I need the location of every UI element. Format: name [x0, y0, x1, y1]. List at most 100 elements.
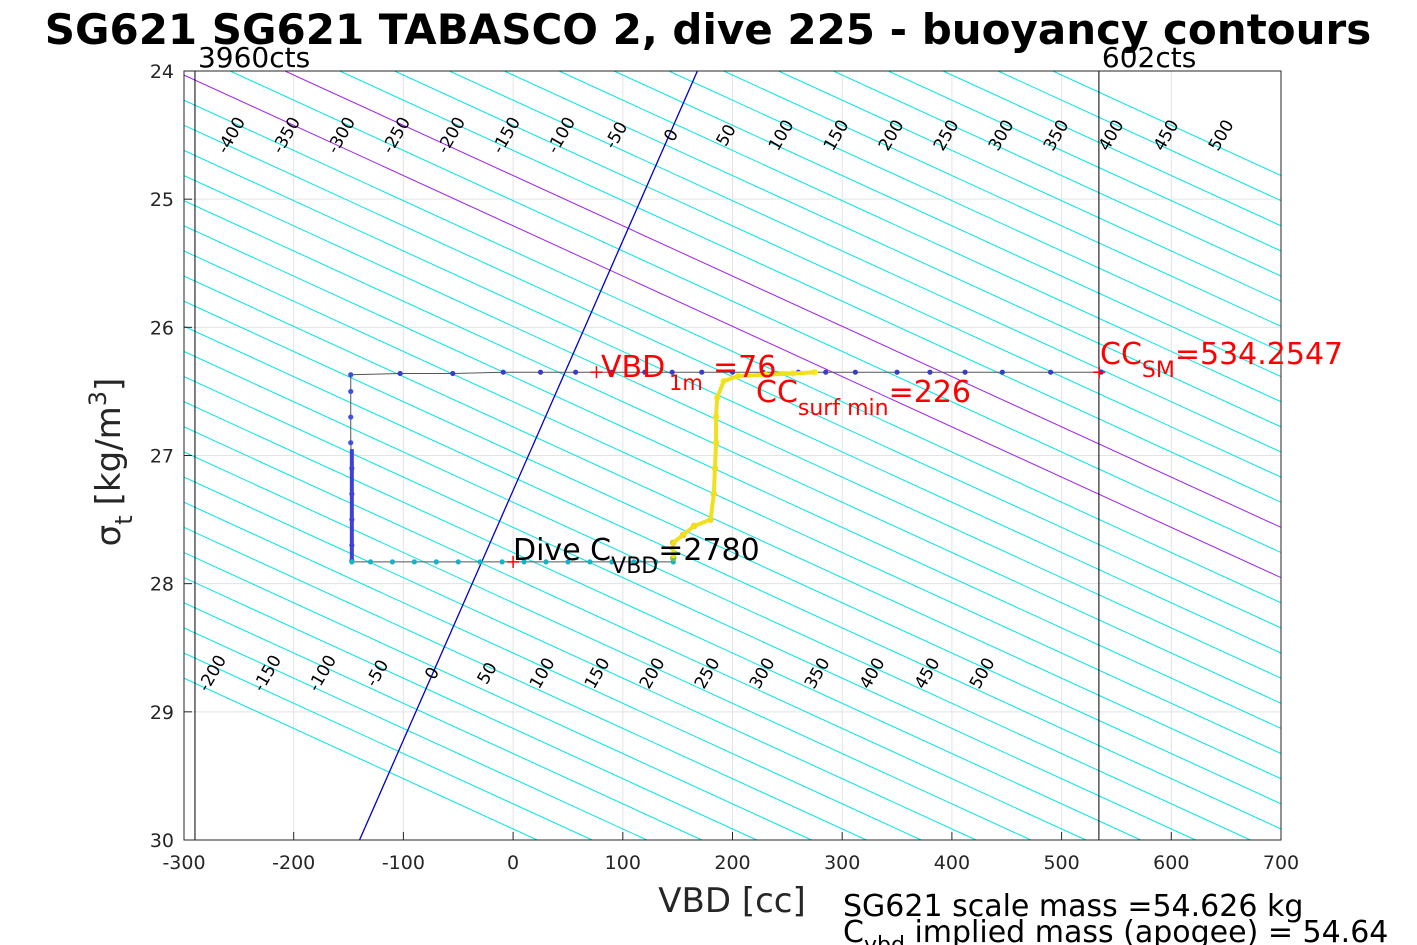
y-tick-label: 30 [150, 830, 174, 852]
dive-point-descent [999, 369, 1005, 375]
contour-label-lower: -200 [194, 652, 231, 695]
contour-line [184, 602, 702, 840]
y-label-units: [kg/m [89, 406, 129, 505]
contour-line [184, 74, 1281, 579]
contour-label-lower: -100 [304, 652, 341, 695]
contour-line [184, 250, 1281, 755]
ccsm-value: =534.2547 [1175, 337, 1343, 372]
dive-point-descent [348, 440, 354, 446]
contour-label-upper: 150 [820, 116, 854, 154]
y-tick-label: 25 [150, 189, 174, 211]
dive-point-bottom [587, 559, 593, 565]
dive-point-bottom [455, 559, 461, 565]
contour-label-upper: 250 [930, 116, 964, 154]
y-tick-label: 26 [150, 317, 174, 339]
ccsm-sub: SM [1142, 358, 1175, 383]
contour-line [184, 325, 1281, 830]
x-tick-label: 600 [1153, 852, 1189, 874]
dive-point-descent [962, 369, 968, 375]
dive-point-descent [927, 369, 933, 375]
contour-label-upper: 450 [1150, 116, 1184, 154]
contour-label-upper: 500 [1205, 116, 1239, 154]
dive-point-descent [1048, 369, 1054, 375]
y-tick-label: 24 [150, 61, 174, 83]
contour-line [504, 71, 1281, 428]
ccsurf-sub: surf min [798, 396, 889, 421]
dive-point-bottom [543, 559, 549, 565]
y-label-sup: 3 [84, 391, 112, 406]
y-tick-label: 29 [150, 702, 174, 724]
dive-point-bottom [411, 559, 417, 565]
divec-main: Dive C [513, 533, 611, 568]
vbd1m-main: VBD [601, 350, 665, 385]
axis-ticks: -300 -200 -100 0 100 200 300 400 500 600 700 24 25 26… [150, 61, 1299, 874]
contour-label-upper: -350 [268, 114, 305, 157]
x-axis-label: VBD [cc] [658, 881, 806, 921]
ccsurf-annotation: CCsurf min=226 [756, 375, 971, 421]
contour-label-upper: -400 [213, 114, 250, 157]
x-tick-label: -100 [382, 852, 425, 874]
contour-line [668, 71, 1281, 353]
vbd1m-annotation: VBD 1m =76 [601, 350, 776, 395]
divec-annotation: Dive CVBD=2780 [513, 533, 760, 579]
contour-label-upper: 50 [713, 121, 741, 150]
vbd1m-value: =76 [713, 350, 776, 385]
dive-point-descent [729, 369, 736, 375]
contour-label-lower: 50 [474, 659, 502, 688]
contour-line [184, 350, 1251, 840]
contour-line [558, 71, 1281, 403]
vbd-limit-lines: 3960cts 602cts [194, 41, 1196, 840]
contour-line [339, 71, 1281, 503]
contour-line [184, 677, 538, 840]
x-tick-label: 400 [934, 852, 970, 874]
implied-main: C [843, 915, 864, 945]
dive-point-descent [450, 370, 456, 377]
implied-rest: implied mass (apogee) = 54.64 [905, 915, 1389, 945]
dive-point-bottom [477, 559, 483, 565]
dive-point-descent [573, 369, 579, 375]
y-tick-label: 27 [150, 446, 174, 468]
contour-line [184, 149, 1281, 654]
contour-label-upper: -150 [488, 114, 525, 157]
x-tick-label: -300 [162, 852, 205, 874]
contour-line [997, 71, 1281, 202]
contour-line [184, 174, 1281, 679]
x-tick-label: 200 [714, 852, 750, 874]
x-tick-label: 500 [1043, 852, 1079, 874]
contour-label-upper: -250 [378, 114, 415, 157]
x-tick-label: 700 [1263, 852, 1299, 874]
contour-line [184, 376, 1196, 840]
dive-trace [348, 368, 1104, 565]
dive-point-bottom [631, 559, 637, 565]
contour-line [449, 71, 1281, 453]
contour-label-upper: -300 [323, 114, 360, 157]
x-tick-label: 0 [507, 852, 519, 874]
contour-line [833, 71, 1281, 277]
ccsurf-value: =226 [889, 375, 971, 410]
vbd-limit-label: 3960cts [198, 41, 310, 74]
contour-line [723, 71, 1281, 327]
dive-point-bottom [389, 559, 396, 565]
dive-ascent-band [671, 370, 815, 559]
contour-label-upper: 400 [1095, 116, 1129, 154]
contour-line [184, 300, 1281, 805]
contour-line [184, 476, 977, 840]
contour-label-upper: 300 [985, 116, 1019, 154]
dive-point-bottom [521, 559, 527, 565]
contour-line [184, 401, 1141, 840]
ccsm-annotation: CCSM=534.2547 [1100, 337, 1343, 383]
dive-point-bottom [609, 559, 615, 565]
contour-line [942, 71, 1281, 227]
contour-line [184, 124, 1281, 629]
contour-line [888, 71, 1281, 252]
dive-point-descent [894, 369, 900, 375]
x-tick-label: -200 [272, 852, 315, 874]
zero-buoyancy-line [358, 71, 698, 840]
contour-line [229, 71, 1281, 554]
contour-line [184, 200, 1281, 704]
dive-point-bottom [349, 559, 355, 565]
ccsurf-main: CC [756, 375, 798, 410]
contour-line [613, 71, 1281, 378]
contour-label-upper: -100 [543, 114, 580, 157]
